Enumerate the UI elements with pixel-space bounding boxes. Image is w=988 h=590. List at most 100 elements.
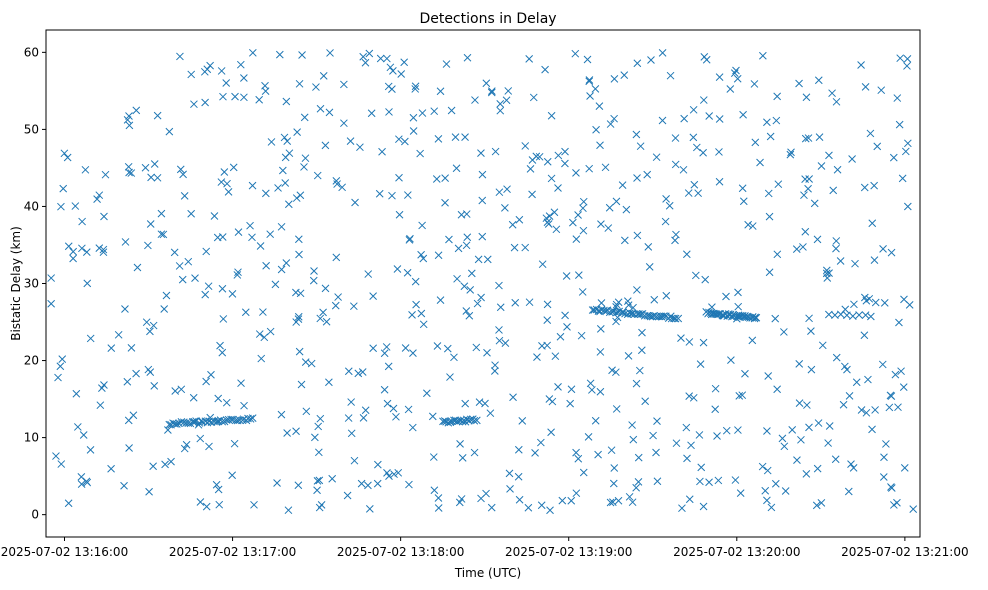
x-tick-label: 2025-07-02 13:17:00 [169,545,296,559]
noise-point [586,92,594,100]
noise-point [69,254,77,263]
noise-point [896,54,905,63]
noise-point [123,377,132,386]
x-tick-label: 2025-07-02 13:19:00 [505,545,632,559]
noise-point [343,491,352,500]
noise-point [190,100,198,109]
noise-point [321,141,330,150]
noise-point [629,435,638,444]
noise-point [672,439,681,448]
noise-point [860,183,869,192]
noise-point [77,480,86,488]
noise-point [682,423,691,432]
noise-point [271,280,280,289]
noise-point [741,369,749,378]
noise-point [99,248,108,257]
noise-point [442,60,451,68]
noise-point [671,134,680,142]
noise-point [456,439,464,448]
noise-point [224,188,233,196]
noise-point [591,85,600,93]
noise-point [176,165,185,174]
noise-point [788,426,797,434]
noise-point [731,476,740,484]
noise-point [150,160,159,168]
noise-point [133,263,142,272]
y-axis: 0 10 20 30 40 50 60 [24,45,46,522]
noise-point [671,160,680,169]
noise-point [552,225,561,234]
noise-point [848,155,856,163]
noise-point [866,129,875,138]
noise-point [383,54,391,63]
noise-point [509,393,517,402]
noise-point [73,423,82,431]
noise-point [441,198,449,207]
noise-point [478,232,487,241]
noise-point [689,133,698,142]
noise-point [234,268,242,277]
noise-point [411,85,420,93]
noise-point [689,393,698,402]
noise-point [773,385,782,394]
noise-point [505,469,514,478]
noise-point [357,479,366,488]
noise-point [699,148,707,157]
noise-point [638,328,646,337]
track-point [190,417,199,426]
noise-point [633,174,641,182]
noise-point [248,181,257,190]
track-point [848,312,857,320]
noise-point [422,389,431,398]
noise-point [596,325,605,333]
track-point [248,414,257,422]
noise-point [96,401,105,410]
noise-point [220,168,229,176]
noise-point [428,412,437,421]
noise-point [127,169,136,177]
noise-point [316,104,325,113]
noise-point [537,501,546,510]
noise-point [899,383,908,391]
noise-point [538,260,547,269]
noise-point [315,476,324,485]
noise-point [629,303,637,312]
noise-point [486,409,495,418]
noise-point [748,336,757,345]
noise-point [658,48,667,57]
noise-point [390,470,398,479]
noise-point [457,495,466,503]
noise-point [383,469,391,477]
noise-point [734,302,743,311]
noise-point [383,399,392,408]
noise-point [277,265,286,274]
noise-point [632,379,641,388]
noise-point [462,210,471,218]
noise-point [436,87,445,96]
noise-point [780,328,788,336]
noise-point [579,204,587,213]
noise-point [556,332,565,341]
noise-point [612,197,621,206]
noise-point [326,49,334,57]
noise-point [766,132,775,141]
noise-point [248,233,256,242]
noise-point [637,346,646,355]
noise-point [495,188,504,197]
noise-point [452,164,461,173]
noise-point [713,432,721,440]
noise-point [369,344,378,353]
noise-point [411,82,420,91]
noise-point [63,153,72,162]
x-axis: 2025-07-02 13:16:00 2025-07-02 13:17:00 20… [1,537,969,559]
noise-point [325,108,334,117]
noise-point [180,444,189,453]
noise-point [773,92,782,101]
noise-point [623,297,632,305]
noise-point [773,250,782,259]
noise-point [228,290,237,298]
noise-point [722,292,730,301]
noise-point [217,178,226,186]
noise-point [825,422,834,430]
noise-point [294,481,303,490]
